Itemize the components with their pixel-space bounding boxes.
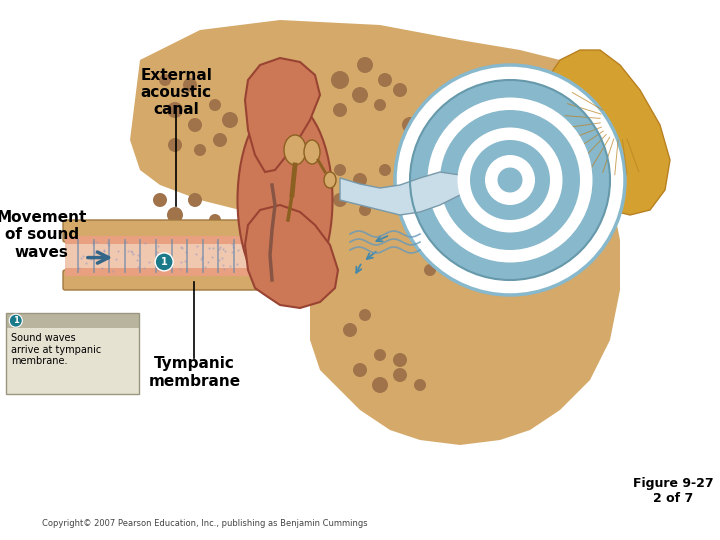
Circle shape	[359, 309, 371, 321]
Circle shape	[414, 379, 426, 391]
FancyBboxPatch shape	[65, 236, 275, 244]
Text: 1: 1	[13, 316, 19, 325]
Circle shape	[359, 204, 371, 216]
Bar	[6, 313, 139, 394]
Circle shape	[378, 73, 392, 87]
Circle shape	[353, 173, 367, 187]
Text: 1: 1	[161, 257, 168, 267]
Ellipse shape	[440, 110, 580, 250]
Circle shape	[372, 377, 388, 393]
Circle shape	[448, 253, 462, 267]
Circle shape	[524, 199, 536, 211]
Circle shape	[188, 193, 202, 207]
Circle shape	[159, 74, 171, 86]
Ellipse shape	[395, 65, 625, 295]
Circle shape	[188, 118, 202, 132]
Bar	[6, 313, 139, 328]
Circle shape	[333, 193, 347, 207]
Circle shape	[209, 214, 221, 226]
FancyBboxPatch shape	[63, 270, 282, 290]
Circle shape	[353, 363, 367, 377]
Circle shape	[167, 207, 183, 223]
Circle shape	[357, 57, 373, 73]
Circle shape	[352, 87, 368, 103]
Circle shape	[548, 193, 562, 207]
Circle shape	[472, 142, 488, 158]
Circle shape	[373, 188, 387, 202]
Circle shape	[393, 368, 407, 382]
Text: Sound waves
arrive at tympanic
membrane.: Sound waves arrive at tympanic membrane.	[11, 333, 101, 367]
Ellipse shape	[470, 140, 550, 220]
Circle shape	[213, 133, 227, 147]
Circle shape	[393, 83, 407, 97]
Circle shape	[413, 233, 427, 247]
FancyBboxPatch shape	[65, 268, 275, 276]
Text: Copyright© 2007 Pearson Education, Inc., publishing as Benjamin Cummings: Copyright© 2007 Pearson Education, Inc.,…	[42, 519, 368, 528]
Circle shape	[374, 99, 386, 111]
Circle shape	[439, 129, 451, 141]
Circle shape	[393, 353, 407, 367]
PathPatch shape	[550, 50, 670, 215]
Circle shape	[343, 323, 357, 337]
Text: Movement
of sound
waves: Movement of sound waves	[0, 210, 87, 260]
Ellipse shape	[238, 100, 333, 300]
Circle shape	[513, 183, 527, 197]
Circle shape	[453, 113, 467, 127]
Circle shape	[333, 103, 347, 117]
Circle shape	[458, 228, 472, 242]
Circle shape	[331, 71, 349, 89]
Circle shape	[413, 138, 427, 152]
Ellipse shape	[410, 80, 610, 280]
Circle shape	[183, 78, 197, 92]
Ellipse shape	[428, 98, 593, 262]
Circle shape	[334, 164, 346, 176]
Circle shape	[492, 172, 508, 188]
Circle shape	[468, 183, 482, 197]
PathPatch shape	[340, 172, 465, 215]
Text: External
acoustic
canal: External acoustic canal	[140, 68, 212, 117]
Circle shape	[538, 168, 552, 182]
Circle shape	[168, 138, 182, 152]
Circle shape	[442, 92, 458, 108]
Circle shape	[222, 112, 238, 128]
Bar	[6, 328, 139, 394]
PathPatch shape	[245, 205, 338, 308]
Circle shape	[167, 102, 183, 118]
Circle shape	[402, 117, 418, 133]
Circle shape	[194, 144, 206, 156]
Text: Tympanic
membrane: Tympanic membrane	[148, 356, 240, 389]
Circle shape	[183, 223, 197, 237]
Circle shape	[153, 193, 167, 207]
Circle shape	[374, 349, 386, 361]
Circle shape	[156, 253, 173, 271]
Circle shape	[514, 139, 526, 151]
FancyBboxPatch shape	[65, 240, 275, 272]
Ellipse shape	[498, 167, 523, 192]
Circle shape	[424, 264, 436, 276]
Circle shape	[423, 103, 437, 117]
Ellipse shape	[284, 135, 306, 165]
Circle shape	[439, 239, 451, 251]
PathPatch shape	[130, 20, 620, 445]
FancyBboxPatch shape	[63, 220, 282, 242]
Text: Figure 9-27
2 of 7: Figure 9-27 2 of 7	[633, 477, 714, 505]
Ellipse shape	[324, 172, 336, 188]
Circle shape	[9, 314, 22, 327]
Ellipse shape	[457, 127, 562, 233]
Ellipse shape	[304, 140, 320, 164]
Ellipse shape	[485, 155, 535, 205]
Circle shape	[209, 99, 221, 111]
Circle shape	[493, 128, 507, 142]
Circle shape	[379, 164, 391, 176]
PathPatch shape	[245, 58, 320, 172]
